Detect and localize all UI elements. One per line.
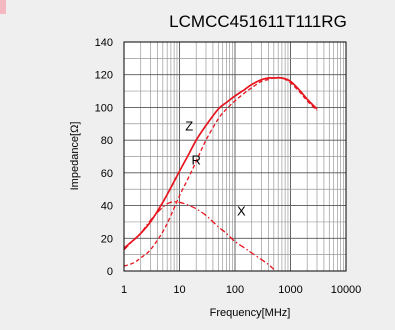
series-line-r <box>123 76 318 267</box>
y-tick-label: 40 <box>101 201 113 213</box>
y-tick-label: 120 <box>95 70 113 82</box>
y-tick-label: 100 <box>95 102 113 114</box>
curve-label-z: Z <box>185 118 193 133</box>
curve-label-x: X <box>237 203 246 218</box>
x-tick-label: 100 <box>226 284 244 296</box>
x-tick-label: 1 <box>121 284 127 296</box>
corner-mark <box>0 0 6 14</box>
grid <box>123 41 347 272</box>
chart-title: LCMCC451611T111RG <box>169 12 347 31</box>
series-layer <box>123 76 318 270</box>
y-axis-label: Impedance[Ω] <box>69 122 81 191</box>
x-tick-label: 10000 <box>331 284 362 296</box>
series-line-x <box>123 201 275 270</box>
y-tick-label: 20 <box>101 233 113 245</box>
x-tick-label: 1000 <box>278 284 302 296</box>
plot-frame <box>123 41 347 272</box>
x-axis-label: Frequency[MHz] <box>210 307 291 319</box>
y-tick-label: 0 <box>107 266 113 278</box>
y-tick-label: 60 <box>101 168 113 180</box>
curve-label-r: R <box>192 153 201 168</box>
axes: 1 10 100 1000 10000 0 20 40 60 80 100 120 140 Z R X <box>95 37 362 296</box>
y-tick-label: 80 <box>101 135 113 147</box>
x-tick-label: 10 <box>173 284 185 296</box>
y-tick-label: 140 <box>95 37 113 49</box>
